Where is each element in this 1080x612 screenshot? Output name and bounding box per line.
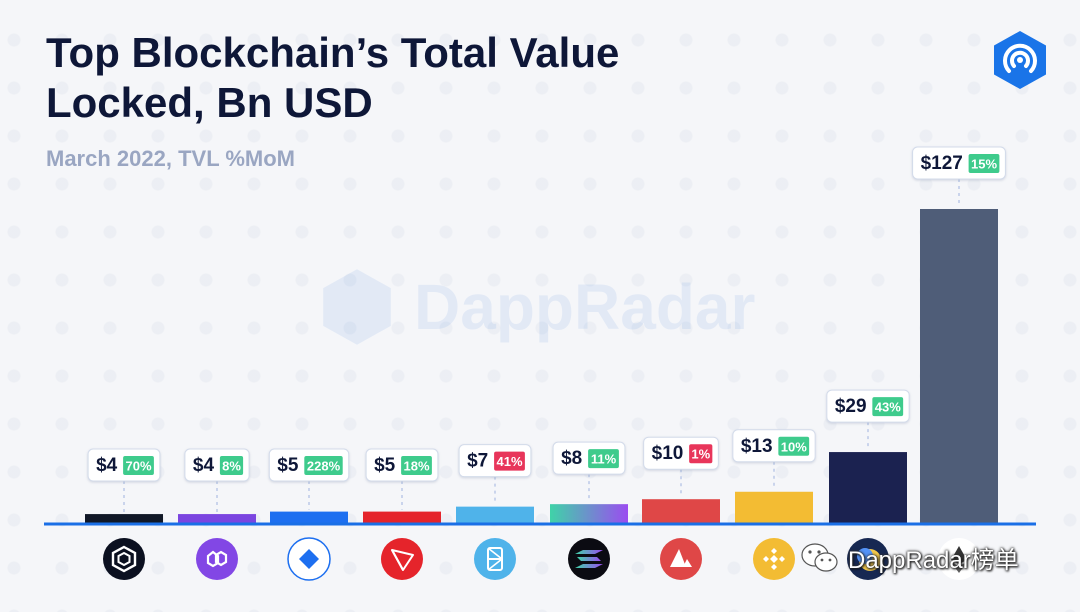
- mom-change-label: 228%: [307, 459, 341, 474]
- polygon-icon: [196, 538, 238, 580]
- mom-change-badge: [778, 436, 810, 456]
- wechat-icon: [801, 542, 838, 572]
- mom-change-badge: [401, 456, 432, 475]
- mom-change-badge: [872, 397, 904, 417]
- bar: [829, 452, 907, 524]
- bar: [85, 514, 163, 524]
- watermark-text: DappRadar: [414, 271, 756, 343]
- terra-icon: [847, 538, 889, 580]
- value-label: $10: [652, 443, 684, 464]
- mom-change-label: 1%: [691, 447, 710, 462]
- cronos-icon: [103, 538, 145, 580]
- near-icon: [287, 537, 331, 581]
- bar: [270, 511, 348, 524]
- mom-change-label: 10%: [781, 439, 807, 454]
- value-label: $8: [561, 448, 582, 469]
- mom-change-label: 8%: [222, 459, 241, 474]
- mom-change-badge: [689, 444, 713, 464]
- watermark: DappRadar: [318, 268, 755, 346]
- mom-change-label: 15%: [971, 157, 997, 172]
- value-label: $4: [96, 455, 118, 476]
- dappradar-logo-icon: [994, 31, 1046, 89]
- mom-change-badge: [494, 451, 525, 471]
- solana-icon: [568, 538, 610, 580]
- binance-icon: [753, 538, 795, 580]
- tron-icon: [381, 538, 423, 580]
- value-label: $127: [921, 153, 963, 174]
- mom-change-badge: [304, 456, 343, 475]
- mom-change-badge: [219, 456, 244, 475]
- value-label: $4: [193, 455, 215, 476]
- chart-title: Top Blockchain’s Total Value Locked, Bn …: [46, 29, 620, 126]
- logo-radar-dot: [1017, 57, 1023, 63]
- mom-change-label: 70%: [125, 459, 151, 474]
- wechat-overlay: DappRadar榜单: [800, 540, 1019, 575]
- bar: [363, 511, 441, 524]
- mom-change-badge: [968, 154, 1000, 173]
- bar: [920, 209, 998, 524]
- bar: [550, 504, 628, 524]
- ethereum-icon: [938, 538, 980, 580]
- chart-subtitle: March 2022, TVL %MoM: [46, 146, 295, 171]
- mom-change-label: 18%: [403, 459, 429, 474]
- value-label: $7: [467, 451, 488, 472]
- logo-radar-outer: [1003, 43, 1037, 73]
- value-label: $5: [277, 455, 299, 476]
- value-label: $29: [835, 396, 867, 417]
- logo-radar-inner: [1010, 50, 1030, 68]
- wechat-overlay-text: DappRadar榜单: [848, 547, 1019, 574]
- value-label: $13: [741, 436, 773, 457]
- mom-change-badge: [123, 456, 154, 475]
- mom-change-label: 43%: [875, 400, 901, 415]
- mom-change-label: 11%: [591, 452, 617, 467]
- mom-change-label: 41%: [496, 454, 522, 469]
- watermark-logo-icon: [323, 269, 391, 345]
- fantom-icon: [474, 538, 516, 580]
- bar: [456, 506, 534, 524]
- mom-change-badge: [588, 449, 619, 469]
- bar: [178, 514, 256, 524]
- bar: [735, 491, 813, 524]
- value-label: $5: [374, 455, 396, 476]
- avalanche-icon: [660, 538, 702, 580]
- bar: [642, 499, 720, 524]
